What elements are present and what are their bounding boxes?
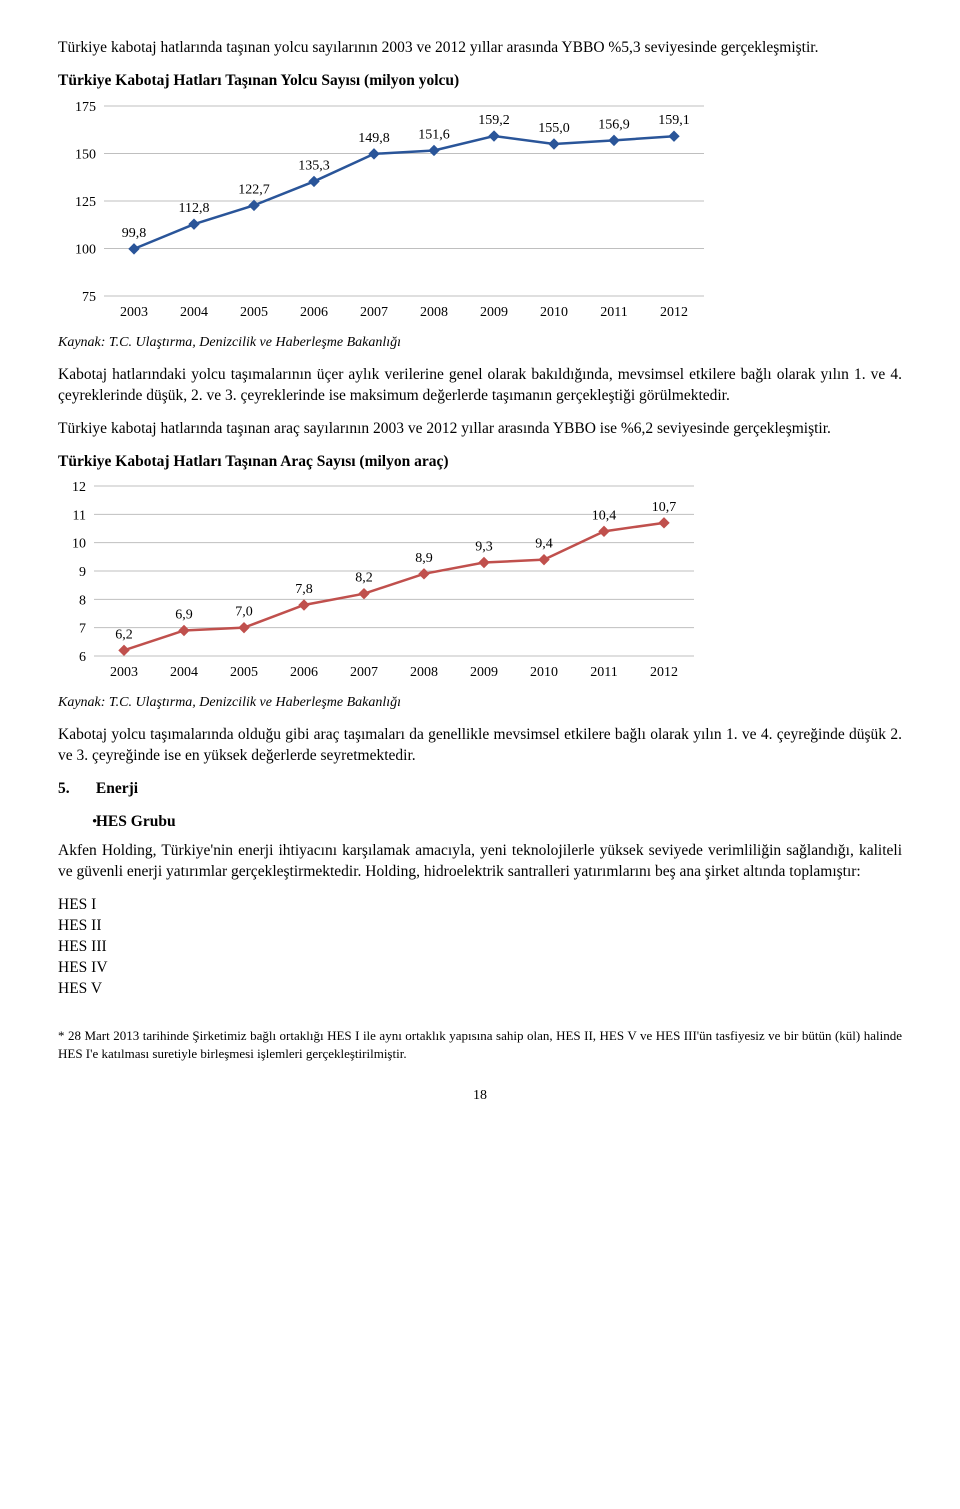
svg-text:2006: 2006	[290, 665, 318, 680]
svg-text:8,9: 8,9	[415, 551, 433, 566]
svg-text:2005: 2005	[230, 665, 258, 680]
svg-text:159,2: 159,2	[478, 113, 510, 128]
svg-text:175: 175	[75, 100, 96, 115]
list-item: HES IV	[58, 958, 902, 979]
svg-text:10,7: 10,7	[652, 500, 677, 515]
list-item: HES II	[58, 916, 902, 937]
chart2-container: 6 7 8 9 10 11 12 2003 2004 2005 2006 2007 2008 2009 20…	[58, 478, 902, 682]
list-item: HES V	[58, 979, 902, 1000]
section-5-title: Enerji	[96, 780, 138, 797]
svg-text:2007: 2007	[360, 305, 388, 320]
section-5-number: 5.	[58, 779, 92, 800]
svg-text:150: 150	[75, 147, 96, 162]
svg-text:9: 9	[79, 565, 86, 580]
bullet-hes-label: HES Grubu	[96, 813, 176, 830]
chart2-title: Türkiye Kabotaj Hatları Taşınan Araç Say…	[58, 452, 902, 473]
svg-text:10: 10	[72, 537, 86, 552]
svg-text:75: 75	[82, 290, 96, 305]
svg-text:7,8: 7,8	[295, 582, 313, 597]
chart1-source: Kaynak: T.C. Ulaştırma, Denizcilik ve Ha…	[58, 334, 902, 353]
svg-text:2012: 2012	[660, 305, 688, 320]
svg-text:2008: 2008	[420, 305, 448, 320]
svg-text:6,9: 6,9	[175, 608, 193, 623]
svg-text:12: 12	[72, 480, 86, 495]
svg-text:2007: 2007	[350, 665, 378, 680]
chart1-container: 75 100 125 150 175 2003 2004 2005 2006 2007 2008 20…	[58, 98, 902, 322]
svg-text:151,6: 151,6	[418, 127, 450, 142]
svg-text:2010: 2010	[540, 305, 568, 320]
svg-text:2004: 2004	[170, 665, 198, 680]
svg-text:149,8: 149,8	[358, 131, 390, 146]
hes-list: HES I HES II HES III HES IV HES V	[58, 895, 902, 1000]
list-item: HES I	[58, 895, 902, 916]
svg-text:2004: 2004	[180, 305, 208, 320]
svg-text:2003: 2003	[110, 665, 138, 680]
svg-text:7: 7	[79, 622, 86, 637]
footnote: * 28 Mart 2013 tarihinde Şirketimiz bağl…	[58, 1027, 902, 1062]
bullet-icon: •	[58, 812, 92, 832]
svg-text:99,8: 99,8	[122, 226, 147, 241]
svg-text:122,7: 122,7	[238, 182, 270, 197]
svg-text:2012: 2012	[650, 665, 678, 680]
intro-paragraph: Türkiye kabotaj hatlarında taşınan yolcu…	[58, 38, 902, 59]
page-number: 18	[58, 1087, 902, 1106]
svg-text:7,0: 7,0	[235, 605, 253, 620]
paragraph-4: Akfen Holding, Türkiye'nin enerji ihtiya…	[58, 841, 902, 883]
chart1-title: Türkiye Kabotaj Hatları Taşınan Yolcu Sa…	[58, 71, 902, 92]
chart2-svg: 6 7 8 9 10 11 12 2003 2004 2005 2006 2007 2008 2009 20…	[58, 478, 704, 682]
svg-text:2009: 2009	[480, 305, 508, 320]
svg-text:159,1: 159,1	[658, 113, 690, 128]
svg-text:8: 8	[79, 594, 86, 609]
chart2-source: Kaynak: T.C. Ulaştırma, Denizcilik ve Ha…	[58, 694, 902, 713]
list-item: HES III	[58, 937, 902, 958]
svg-text:112,8: 112,8	[179, 201, 210, 216]
svg-text:156,9: 156,9	[598, 117, 630, 132]
svg-text:2003: 2003	[120, 305, 148, 320]
svg-text:2010: 2010	[530, 665, 558, 680]
paragraph-2: Türkiye kabotaj hatlarında taşınan araç …	[58, 419, 902, 440]
svg-text:135,3: 135,3	[298, 158, 330, 173]
svg-text:2011: 2011	[590, 665, 617, 680]
svg-text:155,0: 155,0	[538, 121, 570, 136]
paragraph-3: Kabotaj yolcu taşımalarında olduğu gibi …	[58, 725, 902, 767]
svg-text:2011: 2011	[600, 305, 627, 320]
svg-text:125: 125	[75, 195, 96, 210]
svg-text:6: 6	[79, 650, 86, 665]
svg-text:6,2: 6,2	[115, 628, 133, 643]
svg-text:11: 11	[73, 509, 86, 524]
paragraph-1: Kabotaj hatlarındaki yolcu taşımalarının…	[58, 365, 902, 407]
svg-text:100: 100	[75, 242, 96, 257]
svg-text:8,2: 8,2	[355, 571, 373, 586]
chart1-svg: 75 100 125 150 175 2003 2004 2005 2006 2007 2008 20…	[58, 98, 714, 322]
svg-text:2009: 2009	[470, 665, 498, 680]
svg-text:2005: 2005	[240, 305, 268, 320]
svg-text:9,4: 9,4	[535, 537, 553, 552]
svg-text:2008: 2008	[410, 665, 438, 680]
svg-text:10,4: 10,4	[592, 509, 617, 524]
svg-text:2006: 2006	[300, 305, 328, 320]
section-5-heading: 5. Enerji	[58, 779, 902, 800]
bullet-hes-grubu: • HES Grubu	[58, 812, 902, 833]
svg-text:9,3: 9,3	[475, 540, 493, 555]
